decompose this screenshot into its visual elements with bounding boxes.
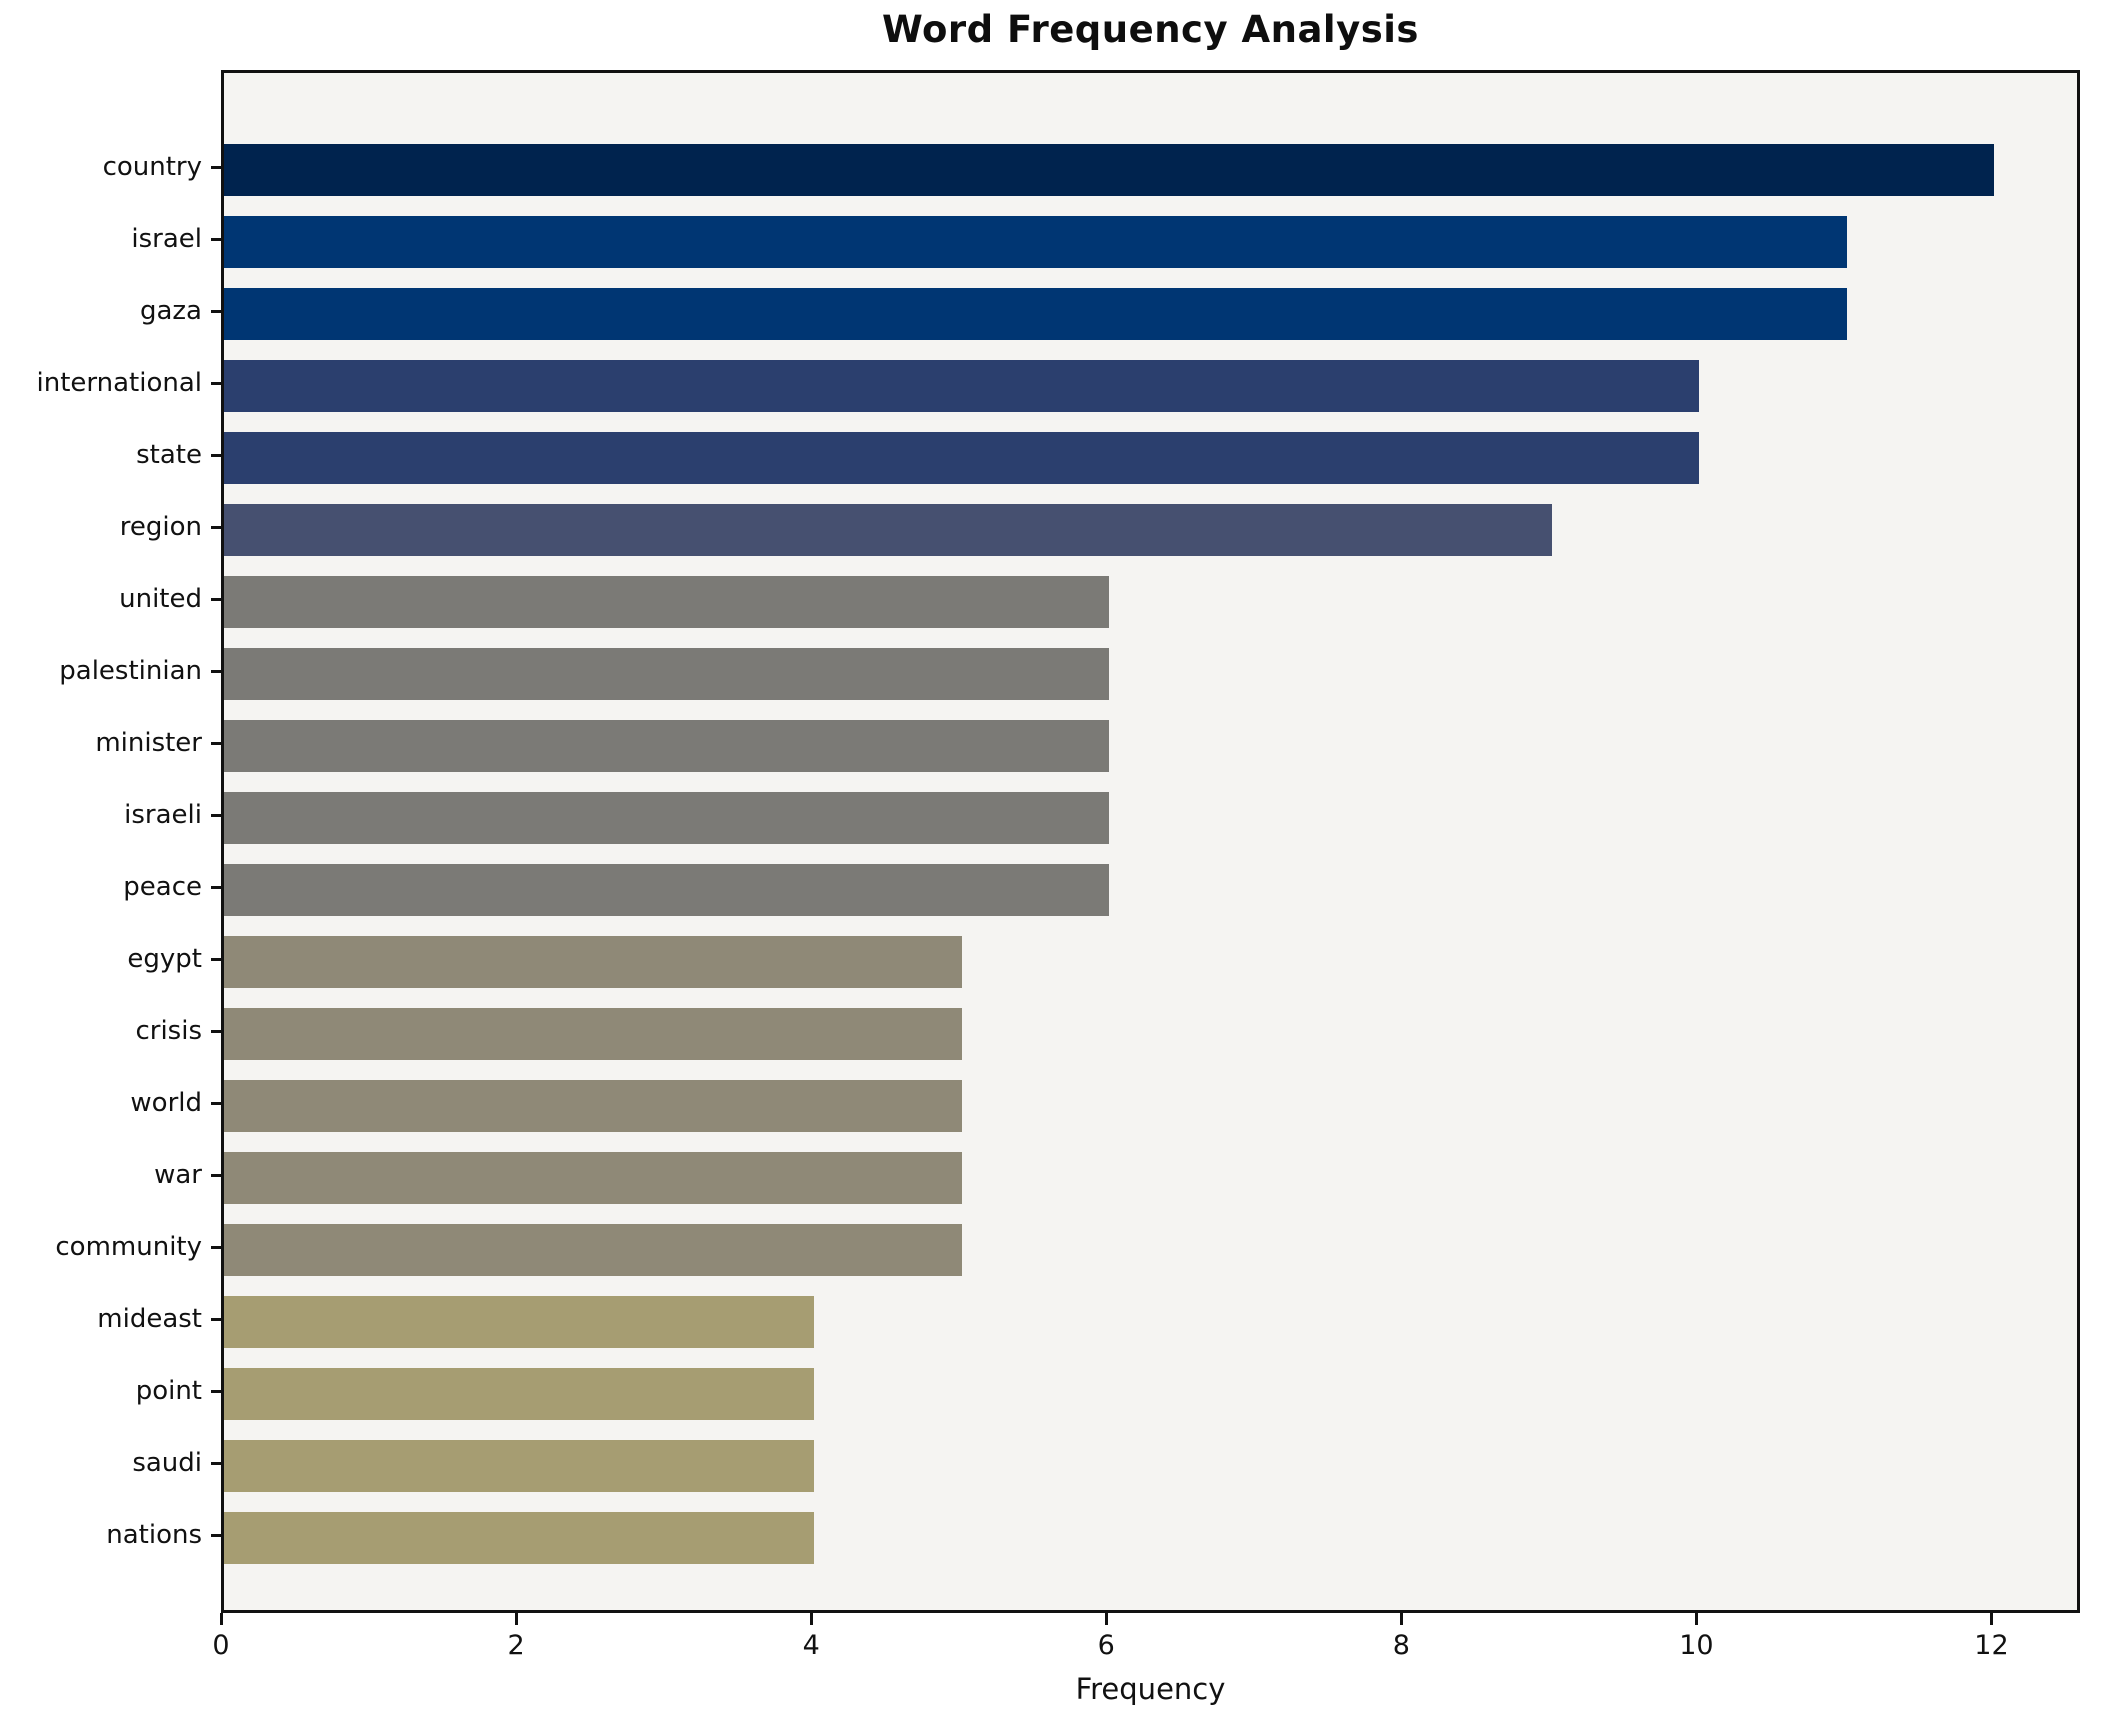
x-tick-label: 4 — [802, 1630, 820, 1661]
x-tick-label: 8 — [1392, 1630, 1410, 1661]
y-tick-mark — [211, 1534, 221, 1537]
y-tick-label: saudi — [132, 1448, 202, 1478]
y-tick-label: country — [102, 152, 202, 182]
y-tick-label: united — [119, 584, 202, 614]
y-tick-mark — [211, 670, 221, 673]
x-tick-mark — [219, 1613, 223, 1625]
y-tick-mark — [211, 1246, 221, 1249]
x-tick-mark — [809, 1613, 813, 1625]
y-tick-mark — [211, 742, 221, 745]
y-tick-mark — [211, 1390, 221, 1393]
bar-nations — [224, 1512, 815, 1564]
y-tick-label: international — [36, 368, 203, 398]
y-tick-mark — [211, 598, 221, 601]
bar-egypt — [224, 936, 962, 988]
x-tick-label: 12 — [1974, 1630, 2009, 1661]
bar-mideast — [224, 1296, 815, 1348]
bar-war — [224, 1152, 962, 1204]
x-tick-mark — [1399, 1613, 1403, 1625]
bar-community — [224, 1224, 962, 1276]
y-tick-mark — [211, 1030, 221, 1033]
x-tick-label: 0 — [212, 1630, 230, 1661]
bar-gaza — [224, 288, 1847, 340]
y-tick-mark — [211, 886, 221, 889]
y-tick-mark — [211, 1318, 221, 1321]
chart-title: Word Frequency Analysis — [882, 8, 1419, 51]
bar-peace — [224, 864, 1110, 916]
x-tick-label: 10 — [1679, 1630, 1714, 1661]
bar-state — [224, 432, 1700, 484]
y-tick-label: palestinian — [59, 656, 202, 686]
x-tick-mark — [1989, 1613, 1993, 1625]
y-tick-label: nations — [106, 1520, 202, 1550]
y-tick-label: state — [136, 440, 202, 470]
x-tick-label: 2 — [507, 1630, 525, 1661]
bar-minister — [224, 720, 1110, 772]
y-tick-mark — [211, 1462, 221, 1465]
y-tick-label: war — [154, 1160, 202, 1190]
y-tick-mark — [211, 166, 221, 169]
x-tick-label: 6 — [1097, 1630, 1115, 1661]
y-tick-label: egypt — [127, 944, 202, 974]
y-tick-mark — [211, 310, 221, 313]
y-tick-mark — [211, 1102, 221, 1105]
y-tick-mark — [211, 454, 221, 457]
y-tick-mark — [211, 526, 221, 529]
y-tick-label: point — [135, 1376, 202, 1406]
bar-united — [224, 576, 1110, 628]
plot-area — [221, 70, 2080, 1613]
y-tick-label: minister — [95, 728, 202, 758]
bar-country — [224, 144, 1995, 196]
x-tick-mark — [514, 1613, 518, 1625]
bar-region — [224, 504, 1552, 556]
x-axis-title: Frequency — [1075, 1672, 1226, 1706]
bar-point — [224, 1368, 815, 1420]
y-tick-mark — [211, 238, 221, 241]
bar-international — [224, 360, 1700, 412]
y-tick-label: region — [119, 512, 202, 542]
y-tick-label: israel — [131, 224, 202, 254]
y-tick-label: peace — [123, 872, 202, 902]
y-tick-label: gaza — [139, 296, 202, 326]
y-tick-label: mideast — [97, 1304, 202, 1334]
y-tick-label: israeli — [124, 800, 202, 830]
bar-israel — [224, 216, 1847, 268]
y-tick-mark — [211, 958, 221, 961]
bar-crisis — [224, 1008, 962, 1060]
x-tick-mark — [1104, 1613, 1108, 1625]
bar-palestinian — [224, 648, 1110, 700]
y-tick-mark — [211, 1174, 221, 1177]
y-tick-label: community — [55, 1232, 202, 1262]
x-tick-mark — [1694, 1613, 1698, 1625]
bar-world — [224, 1080, 962, 1132]
y-tick-label: crisis — [135, 1016, 202, 1046]
y-tick-label: world — [130, 1088, 202, 1118]
bar-israeli — [224, 792, 1110, 844]
bar-saudi — [224, 1440, 815, 1492]
y-tick-mark — [211, 814, 221, 817]
y-tick-mark — [211, 382, 221, 385]
